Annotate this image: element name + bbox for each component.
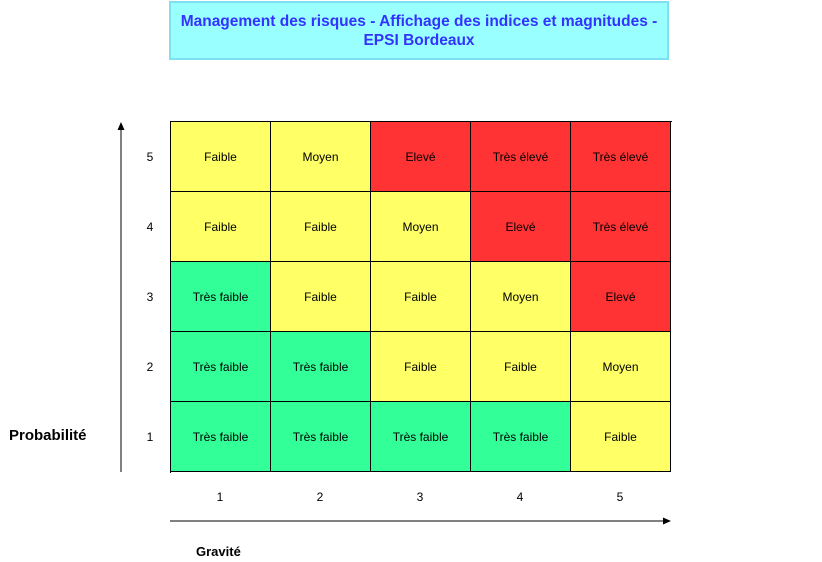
y-tick-2: 2: [146, 360, 154, 374]
y-tick-5: 5: [146, 150, 154, 164]
cell-p4-g5: Très élevé: [571, 192, 671, 262]
cell-p1-g4: Très faible: [471, 402, 571, 472]
cell-p1-g1: Très faible: [171, 402, 271, 472]
x-tick-3: 3: [416, 490, 424, 504]
cell-p1-g5: Faible: [571, 402, 671, 472]
risk-matrix: Faible Moyen Elevé Très élevé Très élevé…: [170, 121, 672, 473]
cell-p3-g2: Faible: [271, 262, 371, 332]
cell-p5-g3: Elevé: [371, 122, 471, 192]
y-tick-1: 1: [146, 430, 154, 444]
cell-p4-g1: Faible: [171, 192, 271, 262]
cell-p3-g5: Elevé: [571, 262, 671, 332]
x-tick-5: 5: [616, 490, 624, 504]
cell-p1-g3: Très faible: [371, 402, 471, 472]
y-tick-4: 4: [146, 220, 154, 234]
title-box: Management des risques - Affichage des i…: [169, 1, 669, 60]
x-tick-1: 1: [216, 490, 224, 504]
x-tick-4: 4: [516, 490, 524, 504]
cell-p3-g1: Très faible: [171, 262, 271, 332]
cell-p5-g1: Faible: [171, 122, 271, 192]
cell-p2-g5: Moyen: [571, 332, 671, 402]
x-axis-title: Gravité: [196, 544, 241, 559]
x-axis-arrowhead: [663, 517, 671, 525]
cell-p3-g4: Moyen: [471, 262, 571, 332]
cell-p4-g3: Moyen: [371, 192, 471, 262]
cell-p5-g5: Très élevé: [571, 122, 671, 192]
cell-p2-g2: Très faible: [271, 332, 371, 402]
title-line-1: Management des risques - Affichage des i…: [180, 12, 658, 30]
cell-p3-g3: Faible: [371, 262, 471, 332]
y-tick-3: 3: [146, 290, 154, 304]
cell-p4-g2: Faible: [271, 192, 371, 262]
cell-p2-g1: Très faible: [171, 332, 271, 402]
cell-p4-g4: Elevé: [471, 192, 571, 262]
y-axis-title: Probabilité: [9, 427, 87, 444]
cell-p5-g4: Très élevé: [471, 122, 571, 192]
y-axis-arrowhead: [117, 122, 125, 130]
cell-p5-g2: Moyen: [271, 122, 371, 192]
cell-p1-g2: Très faible: [271, 402, 371, 472]
x-tick-2: 2: [316, 490, 324, 504]
cell-p2-g3: Faible: [371, 332, 471, 402]
cell-p2-g4: Faible: [471, 332, 571, 402]
title-line-2: EPSI Bordeaux: [363, 31, 475, 49]
